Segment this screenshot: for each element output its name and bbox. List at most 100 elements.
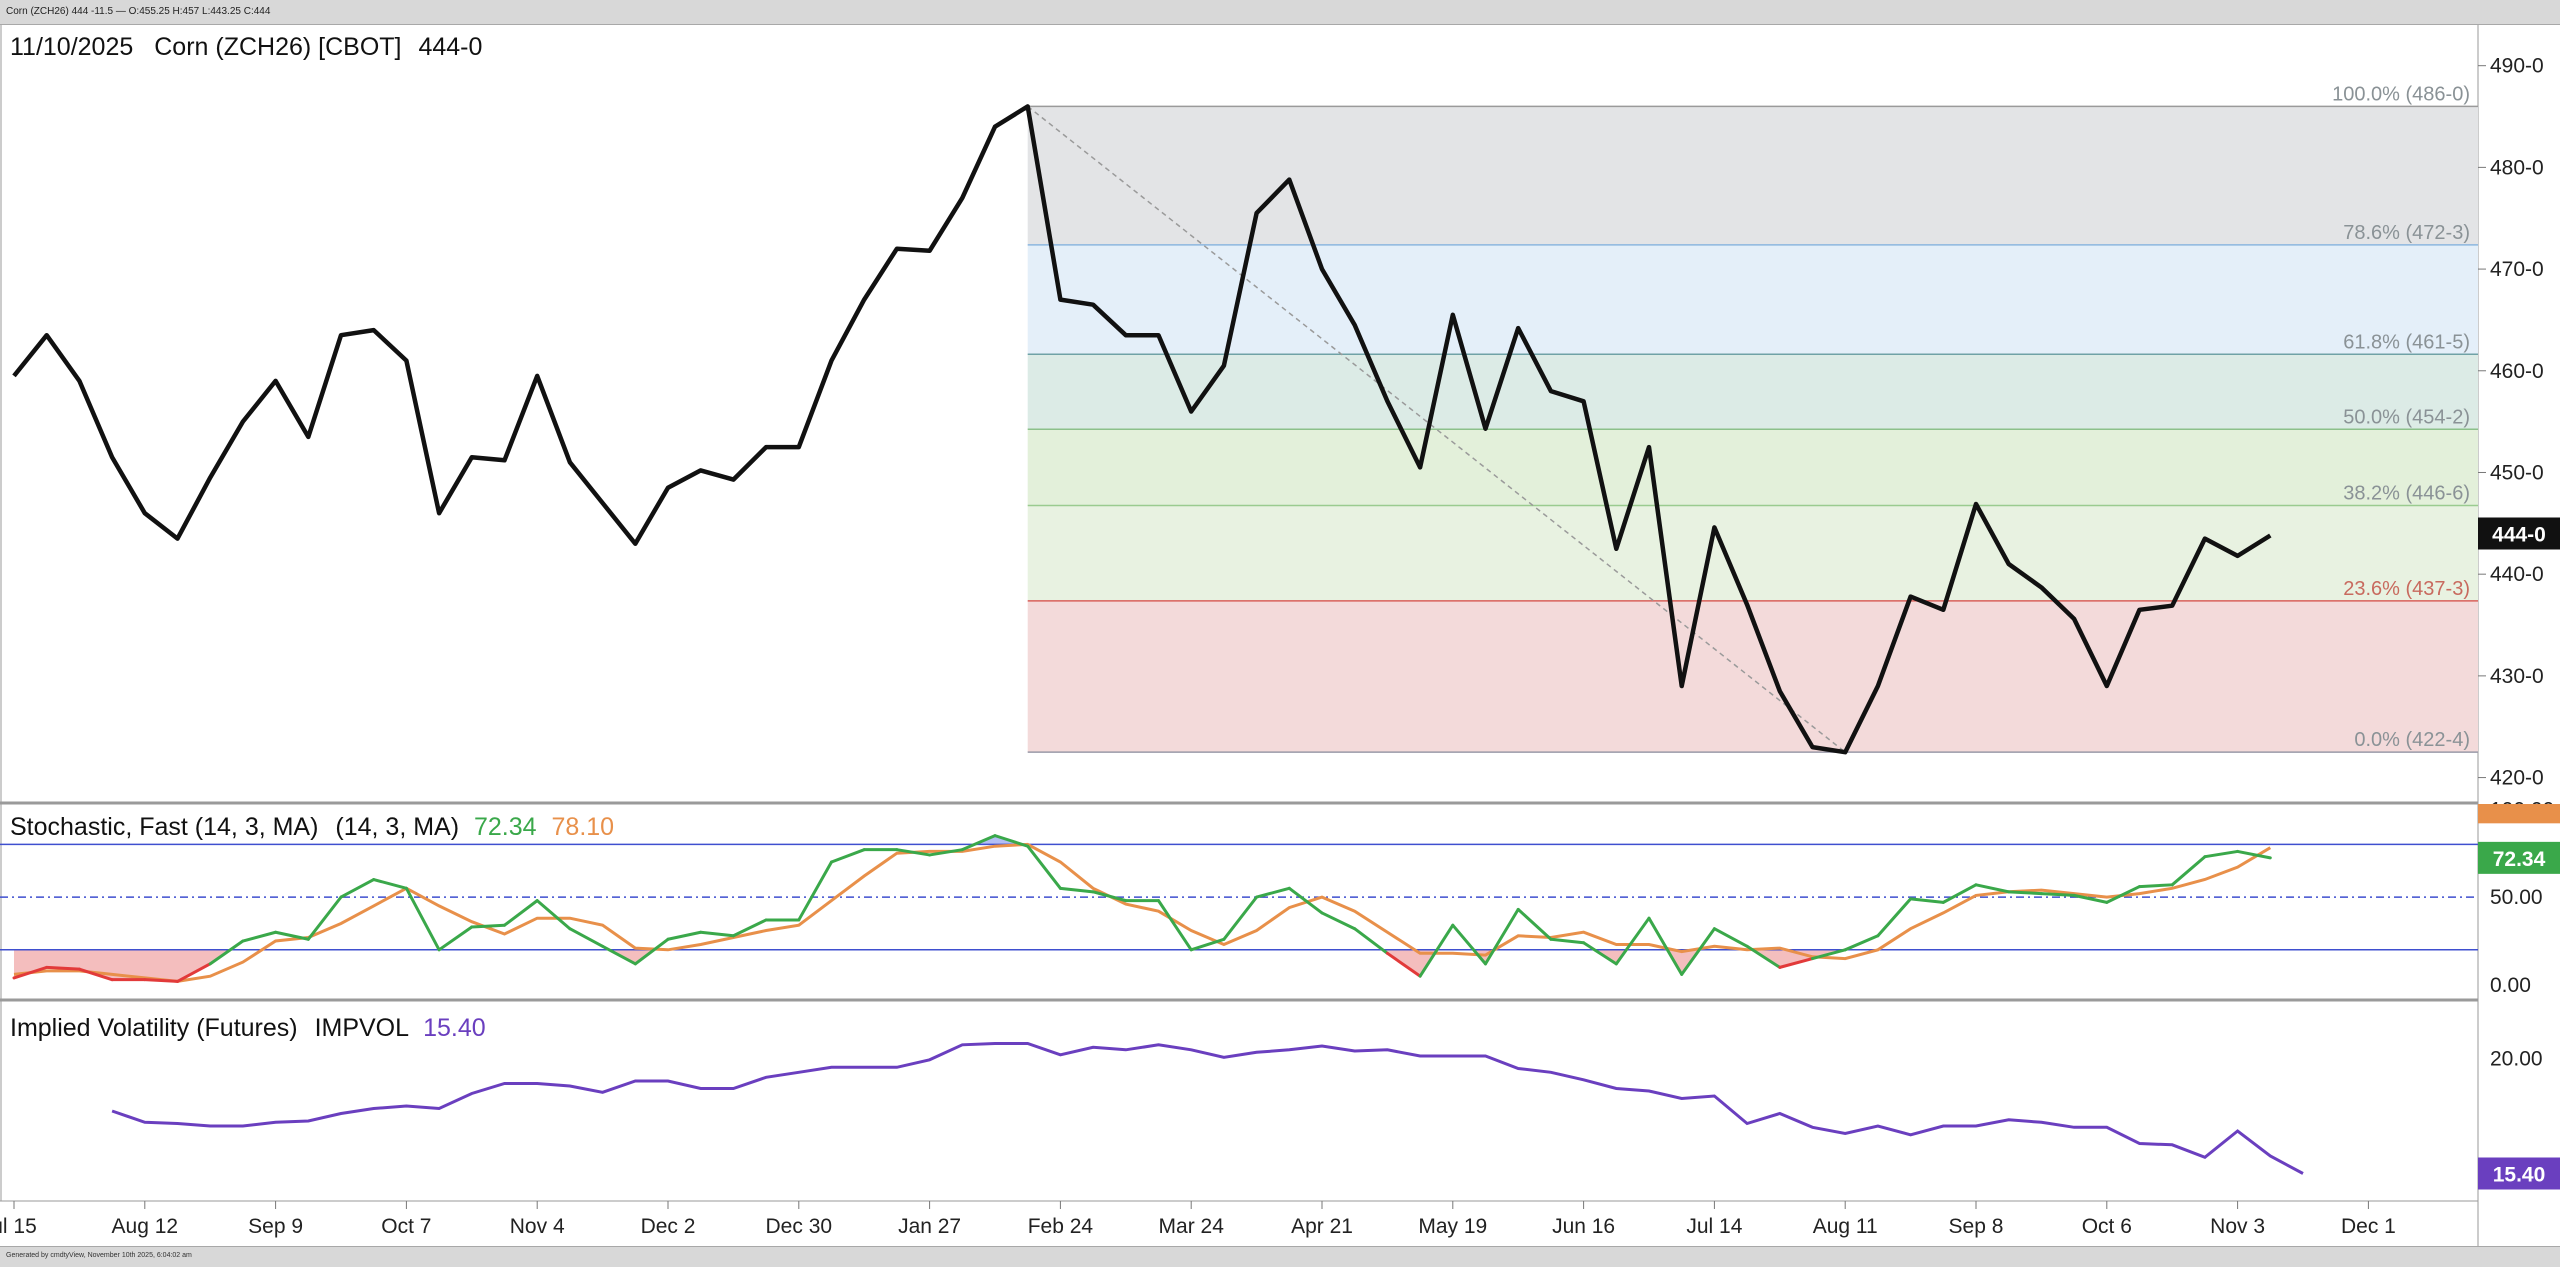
time-tick-label: Oct 6 [2082,1215,2132,1238]
last-price-tag-bg [2478,517,2560,550]
stochastic-k-segment [1026,844,1062,890]
stochastic-k-segment [339,878,376,899]
stochastic-d-tag [2478,804,2560,824]
value-tags: 444-0 72.34 15.40 [2478,517,2560,1190]
last-price-tag: 444-0 [2492,523,2546,546]
stochastic-oversold-fill [14,949,231,982]
price-tick-label: 420-0 [2490,767,2544,790]
stochastic-k-segment [2138,883,2174,889]
time-tick-label: Sep 8 [1949,1215,2004,1238]
stochastic-k-segment [1353,927,1389,955]
stochastic-k-segment [1516,907,1553,941]
footer-bar: Generated by cmdtyView, November 10th 20… [0,1246,2560,1267]
stochastic-k-segment [535,899,572,931]
stochastic-k-segment [1909,897,1945,904]
price-tick-label: 490-0 [2490,55,2544,78]
fib-level-label: 61.8% (461-5) [2343,331,2470,353]
time-tick-label: Jun 16 [1552,1215,1615,1238]
stochastic-d-line [13,842,2272,983]
stochastic-k-segment [1778,957,1814,969]
stochastic-k-segment [12,965,49,980]
stochastic-k-segment [1222,895,1259,941]
stochastic-k-segment [1811,948,1847,961]
stochastic-k-segment [1255,886,1291,899]
stochastic-series[interactable] [0,834,2478,983]
stochastic-k-segment [1451,923,1487,966]
stochastic-k-segment [2170,855,2207,887]
stochastic-k-segment [2072,893,2109,904]
stochastic-k-segment [2236,849,2272,860]
stochastic-k-segment [1418,923,1455,978]
stochastic-k-segment [241,930,278,943]
stochastic-header: Stochastic, Fast (14, 3, MA) (14, 3, MA)… [10,813,614,841]
fib-level-label: 23.6% (437-3) [2343,578,2470,600]
price-tick-label: 440-0 [2490,563,2544,586]
fib-zone [1027,429,2478,506]
fib-level-label: 100.0% (486-0) [2332,83,2470,105]
time-axis: ul 15 Aug 12 Sep 9 Oct 7 Nov 4 Dec 2 Dec 30 Jan… [0,1201,2396,1238]
stochastic-k-segment [601,944,637,966]
stochastic-k-segment [830,848,866,864]
futures-chart[interactable]: 100.0% (486-0) 78.6% (472-3) 61.8% (461-5)… [0,25,2560,1246]
stochastic-k-segment [633,937,670,966]
time-tick-label: Feb 24 [1028,1215,1094,1238]
iv-title: Implied Volatility (Futures) [10,1014,298,1042]
stochastic-k-segment [1320,911,1357,931]
price-tick-label: 450-0 [2490,461,2544,484]
price-axis: 490-0 480-0 470-0 460-0 450-0 440-0 430-0 420-0… [2478,55,2554,1071]
fib-zone [1027,354,2478,430]
stochastic-k-segment [928,848,964,857]
stochastic-k-segment [1843,934,1880,952]
iv-line [111,1042,2304,1175]
stochastic-tick-label: 0.00 [2490,974,2531,997]
stochastic-k-segment [2039,892,2076,897]
fib-level-label: 78.6% (472-3) [2343,222,2470,244]
stochastic-k-segment [1876,897,1913,938]
price-tick-label: 480-0 [2490,156,2544,179]
stochastic-k-segment [568,927,605,948]
stochastic-k-segment [1385,951,1422,978]
stochastic-k-segment [731,918,768,938]
header-value: 444-0 [418,33,482,61]
iv-panel[interactable] [0,1001,2478,1201]
fib-zone [1027,505,2478,601]
stochastic-k-segment [306,895,343,941]
stochastic-k-segment [1680,927,1716,976]
stochastic-k-segment [503,899,539,927]
fib-trend-line [1027,105,1846,753]
header-date: 11/10/2025 [10,33,133,61]
fibonacci-retracement[interactable]: 100.0% (486-0) 78.6% (472-3) 61.8% (461-5)… [1027,83,2478,753]
iv-value: 15.40 [423,1014,486,1042]
iv-tick-label: 20.00 [2490,1048,2543,1071]
stochastic-k-segment [1582,941,1618,966]
stochastic-k-segment [1157,899,1193,952]
stochastic-k-segment [699,930,735,938]
time-tick-label: Oct 7 [381,1215,431,1238]
footer-text: Generated by cmdtyView, November 10th 20… [6,1252,192,1259]
time-tick-label: Nov 3 [2210,1215,2265,1238]
stochastic-tick-label: 50.00 [2490,886,2543,909]
stochastic-k-segment [470,923,506,929]
price-line [12,104,2272,755]
iv-series[interactable] [111,1042,2304,1175]
time-tick-label: Aug 11 [1813,1215,1878,1238]
stochastic-k-segment [2007,890,2043,896]
stochastic-title: Stochastic, Fast (14, 3, MA) [10,813,318,841]
top-status-bar: Corn (ZCH26) 444 -11.5 — O:455.25 H:457 … [0,0,2560,25]
time-tick-label: Sep 9 [248,1215,303,1238]
stochastic-k-segment [960,834,997,852]
time-tick-label: Aug 12 [112,1215,179,1238]
stochastic-k-segment [1484,907,1520,966]
stochastic-k-tag-bg [2478,841,2560,874]
stochastic-oversold-fill [609,949,654,964]
time-tick-label: Dec 1 [2341,1215,2396,1238]
time-tick-label: Dec 2 [641,1215,696,1238]
iv-study: IMPVOL [315,1014,410,1042]
fib-zone [1027,244,2478,355]
iv-tag: 15.40 [2493,1164,2546,1187]
fib-level-label: 38.2% (446-6) [2343,483,2470,505]
price-series[interactable] [12,104,2272,755]
time-tick-label: ul 15 [0,1215,37,1238]
quote-summary: Corn (ZCH26) 444 -11.5 — O:455.25 H:457 … [6,6,271,17]
price-panel-header: 11/10/2025 Corn (ZCH26) [CBOT] 444-0 [10,33,482,61]
